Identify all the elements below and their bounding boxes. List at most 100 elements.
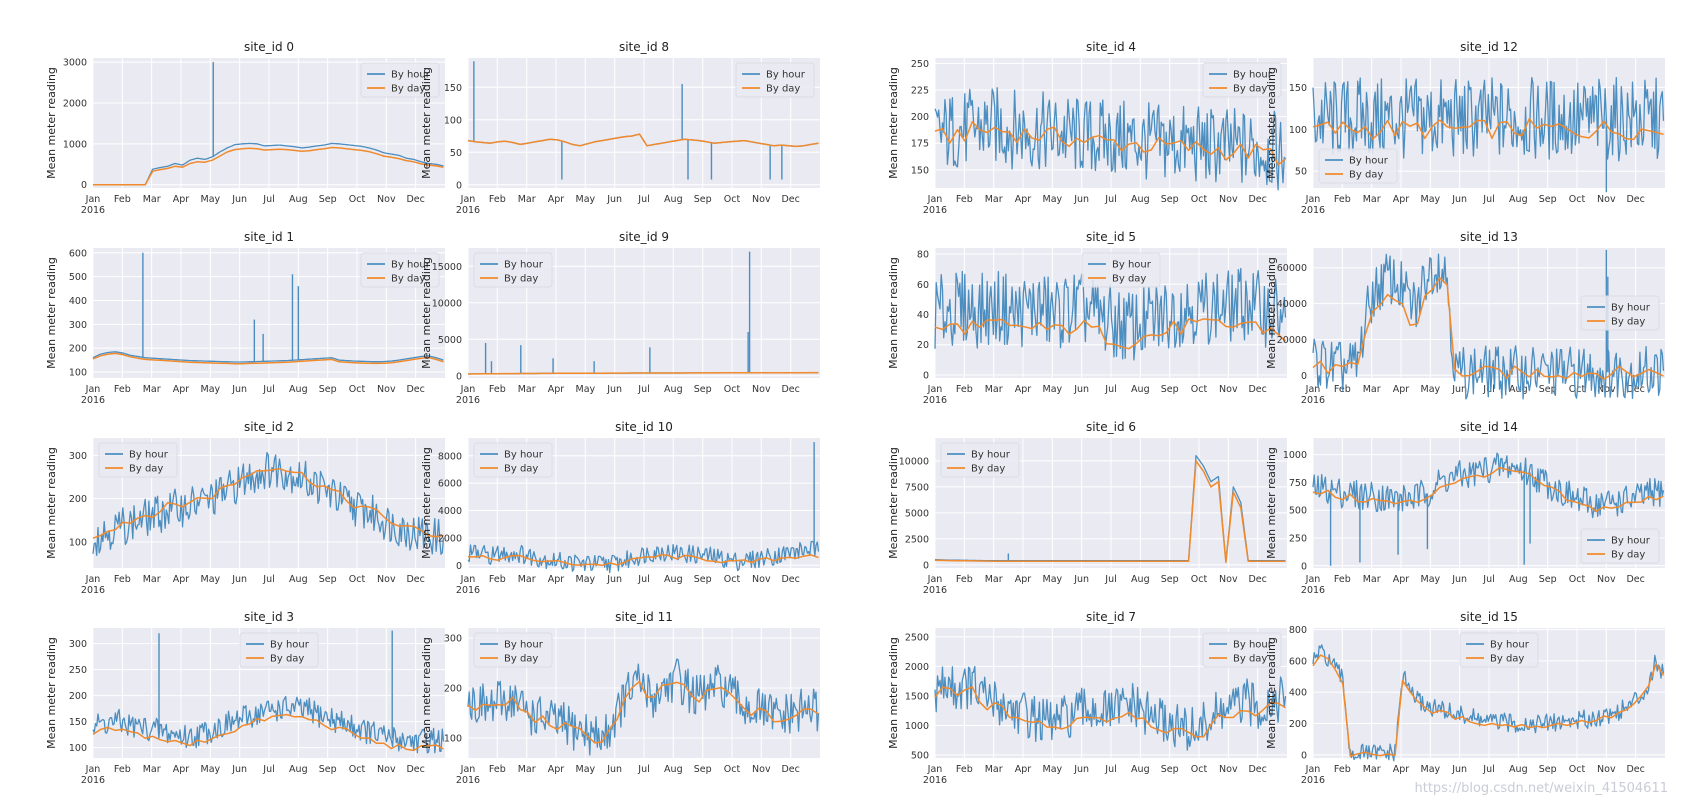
x-tick-label: Feb [114,194,131,205]
x-tick-label: Sep [1161,194,1179,205]
x-tick-label: May [576,764,596,775]
y-tick-label: 500 [69,272,87,283]
y-tick-label: 1000 [63,139,87,150]
x-tick-label: Sep [1161,384,1179,395]
y-tick-label: 200 [69,691,87,702]
legend: By hour By day [473,252,553,288]
x-tick-label: Mar [1363,194,1381,205]
plot-title: site_id 7 [1086,610,1136,624]
legend-label-hour: By hour [129,450,169,461]
plot-title: site_id 10 [615,420,673,434]
x-tick-label: Oct [349,574,366,585]
x-year-label: 2016 [923,775,947,786]
x-tick-label: Oct [1569,194,1586,205]
x-tick-label: Jan [1305,384,1321,395]
legend-label-hour: By hour [270,640,310,651]
x-tick-label: Jan [1305,194,1321,205]
x-tick-label: Oct [349,384,366,395]
series-by-day [1312,466,1664,512]
x-year-label: 2016 [1301,775,1325,786]
x-year-label: 2016 [456,205,480,216]
plot-title: site_id 1 [244,230,294,244]
x-tick-label: Feb [114,384,131,395]
legend-label-hour: By hour [391,70,431,81]
legend-label-day: By day [1490,654,1524,665]
x-tick-label: Aug [1509,764,1528,775]
x-tick-label: May [201,574,221,585]
plot-site_id-4: site_id 4 Mean meter reading 150 175 200 225 2… [887,40,1287,216]
y-axis-label: Mean meter reading [45,67,58,179]
y-tick-label: 500 [911,751,929,762]
legend: By hour By day [473,442,553,478]
x-tick-label: Dec [1248,194,1266,205]
x-tick-label: Jul [1104,574,1116,585]
plot-title: site_id 12 [1460,40,1518,54]
series-by-day [1312,277,1664,381]
x-tick-label: Jun [1073,574,1089,585]
y-axis-label: Mean meter reading [45,257,58,369]
y-tick-label: 50 [1295,167,1307,178]
plot-title: site_id 9 [619,230,669,244]
x-tick-label: Mar [143,574,161,585]
x-tick-label: Sep [694,574,712,585]
x-tick-label: Sep [694,764,712,775]
x-tick-label: Dec [406,574,424,585]
x-tick-label: Jan [927,384,943,395]
x-tick-label: Feb [956,384,973,395]
legend-label-day: By day [391,84,425,95]
x-tick-label: Jul [262,194,274,205]
legend-label-day: By day [1349,170,1383,181]
plot-title: site_id 3 [244,610,294,624]
legend-label-day: By day [270,654,304,665]
x-tick-label: May [1043,574,1063,585]
x-year-label: 2016 [1301,585,1325,596]
y-axis-label: Mean meter reading [420,637,433,749]
y-tick-label: 8000 [438,451,462,462]
legend-label-day: By day [504,274,538,285]
x-tick-label: Oct [1569,764,1586,775]
x-tick-label: Jul [637,194,649,205]
x-tick-label: Jan [927,194,943,205]
x-year-label: 2016 [923,395,947,406]
y-tick-label: 0 [923,560,929,571]
y-axis-label: Mean meter reading [887,257,900,369]
x-tick-label: Jun [1073,764,1089,775]
x-tick-label: Dec [1626,384,1644,395]
y-tick-label: 750 [1289,478,1307,489]
y-axis-label: Mean meter reading [887,447,900,559]
x-tick-label: Oct [1569,574,1586,585]
x-tick-label: May [1043,764,1063,775]
y-tick-label: 100 [444,115,462,126]
plot-title: site_id 2 [244,420,294,434]
x-tick-label: Aug [664,764,683,775]
x-tick-label: Aug [289,384,308,395]
x-tick-label: Dec [1248,764,1266,775]
x-tick-label: Feb [114,764,131,775]
x-tick-label: Dec [1626,764,1644,775]
x-tick-label: Apr [548,764,565,775]
y-tick-label: 300 [69,320,87,331]
x-tick-label: Dec [1248,574,1266,585]
x-year-label: 2016 [1301,395,1325,406]
x-tick-label: Jul [637,384,649,395]
y-tick-label: 600 [69,248,87,259]
x-tick-label: Feb [1334,764,1351,775]
x-tick-label: Mar [518,574,536,585]
series-by-day [467,553,819,567]
x-tick-label: Aug [1131,574,1150,585]
x-tick-label: Apr [173,764,190,775]
x-tick-label: Jun [1073,384,1089,395]
legend: By hour By day [473,632,553,668]
x-tick-label: Apr [548,574,565,585]
x-tick-label: Jan [85,194,101,205]
y-axis-label: Mean meter reading [887,637,900,749]
x-tick-label: Feb [1334,574,1351,585]
x-year-label: 2016 [456,775,480,786]
legend-label-hour: By hour [1349,156,1389,167]
plot-site_id-9: site_id 9 Mean meter reading 0 5000 10000 150… [420,230,820,406]
x-tick-label: Oct [724,194,741,205]
y-tick-label: 0 [456,561,462,572]
y-axis-label: Mean meter reading [420,257,433,369]
x-tick-label: May [1421,764,1441,775]
plot-site_id-11: site_id 11 Mean meter reading 100 200 300 Jan… [420,610,820,786]
